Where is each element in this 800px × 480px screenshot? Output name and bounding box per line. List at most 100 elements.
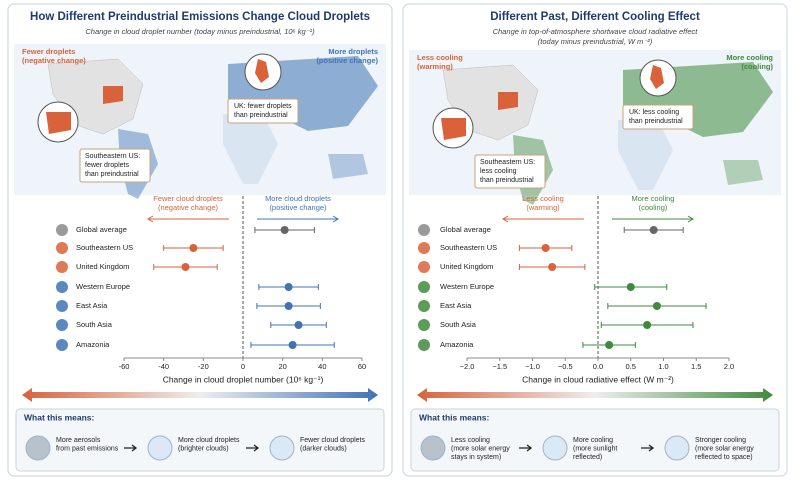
map-us-zoom-shape	[441, 118, 466, 140]
subtitle: Change in top-of-atmosphere shortwave cl…	[493, 27, 699, 36]
direction-negative: (warming)	[526, 203, 560, 212]
dot	[605, 341, 614, 349]
dot	[548, 263, 557, 271]
region-icon	[56, 339, 68, 351]
explainer-step: Stronger cooling	[695, 437, 746, 444]
region-icon	[56, 281, 68, 293]
explainer-step: Fewer cloud droplets	[300, 437, 365, 444]
region-label: East Asia	[76, 301, 108, 310]
region-label: Global average	[76, 225, 127, 234]
region-icon	[418, 281, 430, 293]
explainer-step: (more solar energy	[451, 445, 510, 452]
region-label: Global average	[440, 225, 491, 234]
x-tick-label: 0.5	[626, 362, 636, 371]
dot	[626, 283, 635, 291]
step-icon	[420, 435, 446, 461]
region-icon	[56, 261, 68, 273]
callout-us: less cooling	[480, 168, 517, 175]
explainer-step: More aerosols	[56, 437, 101, 444]
region-label: South Asia	[440, 320, 477, 329]
direction-positive: More cloud droplets	[265, 194, 331, 203]
subtitle: (today minus preindustrial, W m⁻²)	[538, 37, 653, 46]
region-label: Southeastern US	[76, 243, 133, 252]
map-africa	[223, 114, 278, 184]
map-uk	[255, 59, 269, 83]
callout-uk: UK: fewer droplets	[234, 103, 292, 110]
explainer-step: Less cooling	[451, 437, 490, 444]
explainer-title: What this means:	[419, 412, 490, 422]
direction-arrow-negative	[147, 215, 229, 223]
explainer-step: (more solar energy	[695, 445, 754, 452]
callout-uk: UK: less cooling	[629, 109, 679, 116]
explainer-step: (darker clouds)	[300, 445, 347, 452]
dot	[181, 263, 190, 271]
map-africa	[618, 120, 673, 190]
x-tick-label: −1.5	[492, 362, 507, 371]
dot	[643, 321, 652, 329]
map-label-negative: Fewer droplets	[22, 47, 75, 56]
panel-title: How Different Preindustrial Emissions Ch…	[30, 11, 370, 23]
panel-title: Different Past, Different Cooling Effect	[490, 11, 700, 23]
map-label-positive: (cooling)	[741, 62, 773, 71]
region-icon	[56, 242, 68, 254]
x-tick-label: −0.5	[558, 362, 573, 371]
step-icon	[269, 435, 295, 461]
explainer-step: More cloud droplets	[178, 437, 240, 444]
x-tick-label: -60	[119, 362, 130, 371]
callout-us: fewer droplets	[85, 162, 129, 169]
region-label: East Asia	[440, 301, 472, 310]
callout-uk: than preindustrial	[234, 112, 288, 119]
direction-positive: More cooling	[632, 194, 675, 203]
dot	[652, 302, 661, 310]
explainer-step: from past emissions	[56, 445, 119, 452]
region-icon	[418, 300, 430, 312]
dot	[294, 321, 303, 329]
map-label-positive: More cooling	[726, 53, 773, 62]
callout-uk-box	[227, 98, 299, 124]
x-tick-label: −2.0	[460, 362, 475, 371]
region-icon	[418, 319, 430, 331]
explainer-step: (brighter clouds)	[178, 445, 229, 452]
region-label: United Kingdom	[440, 262, 493, 271]
dot	[284, 283, 293, 291]
region-label: Western Europe	[440, 282, 494, 291]
step-arrow	[641, 444, 655, 452]
region-icon	[418, 261, 430, 273]
step-arrow	[519, 444, 533, 452]
region-label: Amazonia	[440, 340, 474, 349]
region-label: South Asia	[76, 320, 113, 329]
map-us-southeast	[103, 86, 123, 104]
x-tick-label: −1.0	[525, 362, 540, 371]
direction-arrow-negative	[502, 215, 584, 223]
callout-us: Southeastern US:	[480, 159, 535, 166]
step-arrow	[124, 444, 138, 452]
subtitle: Change in cloud droplet number (today mi…	[85, 27, 315, 36]
callout-us: Southeastern US:	[85, 153, 140, 160]
step-icon	[542, 435, 568, 461]
dot	[284, 302, 293, 310]
x-tick-label: -40	[158, 362, 169, 371]
x-tick-label: 0.0	[593, 362, 603, 371]
dot	[189, 244, 198, 252]
gradient-arrow	[417, 388, 773, 402]
map-label-positive: (positive change)	[316, 56, 378, 65]
map-uk	[650, 65, 664, 89]
direction-negative: (negative change)	[158, 203, 219, 212]
direction-positive: (positive change)	[269, 203, 327, 212]
direction-positive: (cooling)	[639, 203, 668, 212]
x-tick-label: 40	[318, 362, 326, 371]
region-label: Southeastern US	[440, 243, 497, 252]
direction-arrow-positive	[257, 215, 339, 223]
map-label-negative: Less cooling	[417, 53, 463, 62]
x-tick-label: 20	[278, 362, 286, 371]
explainer-step: reflected)	[573, 454, 602, 461]
x-tick-label: 1.5	[691, 362, 701, 371]
x-axis-label: Change in cloud droplet number (10⁶ kg⁻¹…	[163, 374, 324, 384]
step-icon	[147, 435, 173, 461]
callout-us-box	[474, 154, 546, 189]
x-tick-label: 0	[241, 362, 245, 371]
region-icon	[418, 242, 430, 254]
dot	[280, 226, 289, 234]
x-tick-label: -20	[198, 362, 209, 371]
